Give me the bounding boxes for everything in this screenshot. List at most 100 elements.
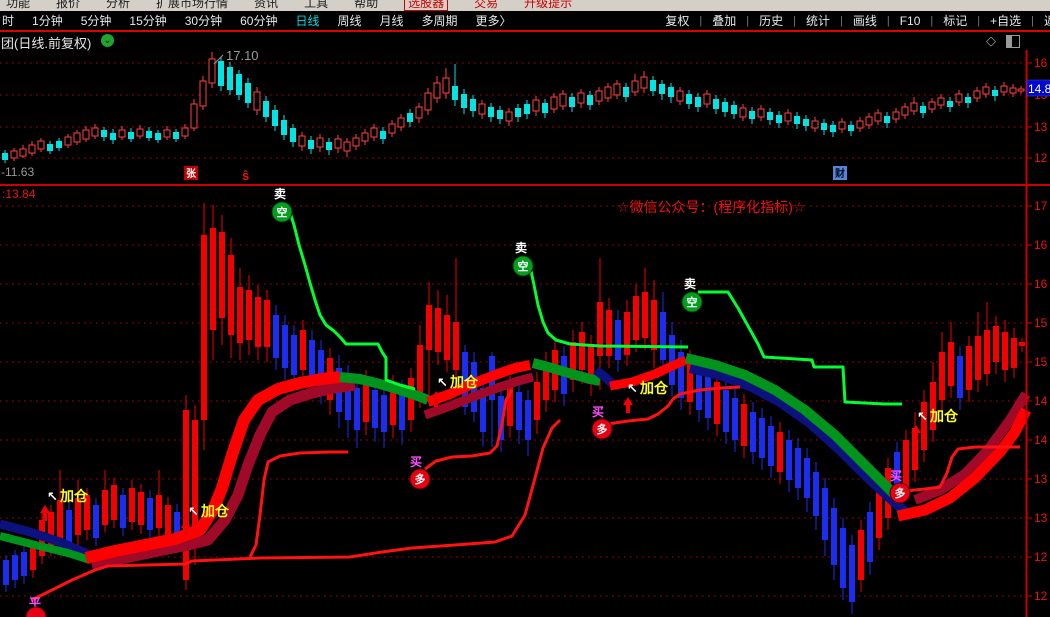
period-tab[interactable]: 60分钟 — [240, 14, 278, 28]
toolbar-separator: | — [1031, 14, 1034, 27]
short-signal-badge: 卖空 — [271, 186, 293, 223]
chart-text: 空 — [518, 259, 529, 273]
chart-text: 多 — [895, 486, 906, 500]
chart-text: 卖 — [515, 240, 527, 255]
chart-text: 加仓 — [929, 408, 959, 424]
menu-item[interactable]: 资讯 — [254, 0, 279, 10]
chart-text: 卖 — [274, 186, 286, 201]
chart-text: 加仓 — [639, 380, 669, 396]
menu-item[interactable]: 选股器 — [404, 0, 449, 11]
period-toolbar: 时 1分钟 5分钟 15分钟 30分钟 60分钟 日线 周线 月线 多周期 更多〉 复权 | 叠加 | 历史… — [0, 11, 1050, 30]
stop-lines — [31, 205, 1020, 602]
chart-text: 卖 — [684, 276, 696, 291]
chart-text: 16 — [1034, 56, 1048, 70]
chart-text: 16 — [1034, 238, 1048, 252]
toolbar-button[interactable]: 复权 — [665, 14, 690, 28]
chart-text: 空 — [277, 205, 288, 219]
add-position-label: ↖ 加仓 — [40, 488, 89, 521]
toolbar-separator: | — [977, 14, 981, 27]
period-tab[interactable]: 15分钟 — [129, 14, 167, 28]
period-tab[interactable]: 1分钟 — [32, 14, 63, 28]
add-position-label: ↖ 加仓 — [181, 503, 230, 536]
chart-text: 12 — [1034, 151, 1048, 165]
chevron-down-icon[interactable]: ⌄ — [101, 34, 114, 47]
toolbar-button[interactable]: 返 — [1043, 14, 1050, 28]
chart-text: 13 — [1034, 511, 1048, 525]
trend-ribbon — [0, 353, 1031, 571]
chart-text: 14.8 — [1028, 82, 1050, 96]
chart-text: 张 — [186, 167, 197, 180]
period-tab[interactable]: 5分钟 — [80, 14, 112, 28]
current-price-badge: 14.8 — [1026, 79, 1050, 97]
menu-item[interactable]: 分析 — [106, 0, 131, 10]
period-tab[interactable]: 30分钟 — [184, 14, 223, 28]
chart-text: 平 — [29, 596, 41, 610]
chart-text: 12 — [1034, 589, 1048, 603]
chart-text: 14 — [1034, 394, 1048, 408]
long-signal-badge: 买多 — [409, 455, 431, 490]
diamond-icon[interactable]: ◇ — [986, 33, 996, 48]
menu-item[interactable]: 功能 — [6, 0, 31, 10]
chart-text: 买 — [410, 455, 422, 469]
chart-text: ☆微信公众号：(程序化指标)☆ — [617, 199, 805, 215]
long-signal-badge: 买多 — [889, 469, 911, 504]
menu-item[interactable]: 报价 — [56, 0, 81, 10]
chart-text: 加仓 — [449, 374, 479, 390]
menu-item[interactable]: 工具 — [304, 0, 329, 10]
chart-text: 多 — [597, 422, 608, 436]
chart-title: 团(日线.前复权) — [1, 36, 92, 51]
period-tab[interactable]: 多周期 — [421, 14, 458, 28]
chart-text: ↖ — [437, 375, 448, 390]
chart-text: -11.63 — [1, 165, 34, 179]
chart-text: 买 — [592, 405, 604, 419]
add-position-label: ↖ 加仓 — [623, 380, 669, 413]
toolbar-separator: | — [839, 14, 843, 27]
candles — [2, 52, 1025, 163]
short-signal-badge: 卖空 — [681, 276, 703, 313]
chart-text: 多 — [415, 472, 426, 486]
split-layout-icon[interactable] — [1006, 35, 1020, 48]
chart-text: 14 — [1034, 433, 1048, 447]
chart-text: ŝ — [242, 168, 249, 183]
toolbar-divider — [0, 30, 1050, 32]
period-tab[interactable]: 日线 — [295, 14, 320, 28]
chart-text: ↖ — [47, 489, 58, 504]
chart-text: 16 — [1034, 277, 1048, 291]
menu-item[interactable]: 升级提示 — [524, 0, 573, 10]
close-signal-badge: 平 — [25, 596, 47, 617]
toolbar-separator: | — [746, 14, 750, 27]
toolbar-separator: | — [793, 14, 796, 27]
short-signal-badge: 卖空 — [512, 240, 534, 277]
toolbar-button[interactable]: 标记 — [943, 14, 968, 28]
toolbar-button[interactable]: +自选 — [990, 14, 1022, 28]
add-position-label: ↖ 加仓 — [911, 408, 959, 441]
toolbar-separator: | — [699, 14, 703, 27]
add-position-label: ↖ 加仓 — [431, 374, 479, 407]
toolbar-button[interactable]: 统计 — [805, 14, 830, 28]
chart-text: 空 — [687, 295, 698, 309]
period-tab[interactable]: 月线 — [379, 14, 404, 28]
toolbar-button[interactable]: 历史 — [759, 14, 784, 28]
chart-text: ↖ — [627, 381, 638, 396]
chart-text: 买 — [890, 469, 902, 483]
toolbar-button[interactable]: 叠加 — [712, 14, 737, 28]
menu-bar: 功能 报价 分析 扩展市场行情 资讯 工具 帮助 选股器 交易 升级提示 — [0, 0, 1050, 11]
period-tab[interactable]: 周线 — [337, 14, 362, 28]
menu-item[interactable]: 扩展市场行情 — [156, 0, 229, 10]
chart-text: 加仓 — [59, 488, 89, 504]
toolbar-button[interactable]: F10 — [899, 13, 921, 28]
chart-text: 17 — [1034, 199, 1048, 213]
chart-text: :13.84 — [2, 187, 36, 201]
title-bar: 团(日线.前复权) ⌄ ◇ — [0, 32, 1050, 51]
menu-item[interactable]: 帮助 — [354, 0, 379, 10]
chart-text: 15 — [1034, 355, 1048, 369]
menu-item[interactable]: 交易 — [474, 0, 499, 10]
period-tab[interactable]: 更多〉 — [475, 14, 512, 28]
toolbar-button[interactable]: 画线 — [852, 14, 877, 28]
period-tab[interactable]: 时 — [2, 14, 15, 28]
chart-text: ↖ — [188, 504, 199, 519]
chart-text: 财 — [834, 167, 845, 180]
chart-text: 加仓 — [200, 503, 230, 519]
